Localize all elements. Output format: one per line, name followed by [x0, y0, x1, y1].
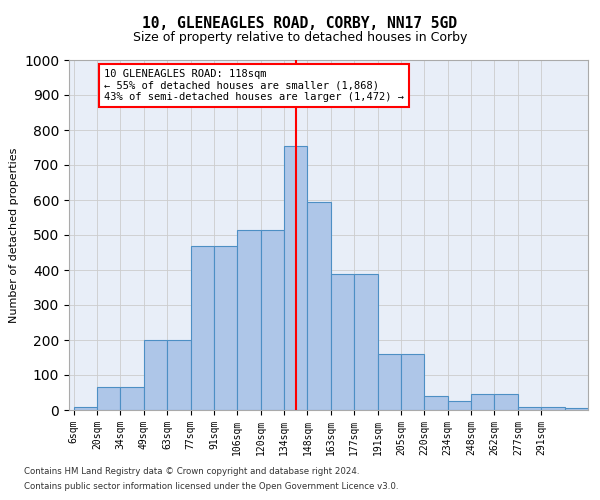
Bar: [307, 202, 331, 410]
Bar: [565, 408, 588, 410]
Bar: [121, 387, 144, 410]
Text: 10 GLENEAGLES ROAD: 118sqm
← 55% of detached houses are smaller (1,868)
43% of s: 10 GLENEAGLES ROAD: 118sqm ← 55% of deta…: [104, 68, 404, 102]
Bar: [97, 387, 121, 410]
Bar: [401, 354, 424, 410]
Bar: [191, 246, 214, 410]
Bar: [261, 230, 284, 410]
Text: Contains HM Land Registry data © Crown copyright and database right 2024.: Contains HM Land Registry data © Crown c…: [24, 467, 359, 476]
Bar: [448, 401, 471, 410]
Bar: [144, 340, 167, 410]
Text: 10, GLENEAGLES ROAD, CORBY, NN17 5GD: 10, GLENEAGLES ROAD, CORBY, NN17 5GD: [143, 16, 458, 31]
Text: Size of property relative to detached houses in Corby: Size of property relative to detached ho…: [133, 31, 467, 44]
Bar: [494, 394, 518, 410]
Bar: [284, 146, 307, 410]
Y-axis label: Number of detached properties: Number of detached properties: [8, 148, 19, 322]
Bar: [74, 406, 97, 410]
Bar: [167, 340, 191, 410]
Bar: [238, 230, 261, 410]
Text: Contains public sector information licensed under the Open Government Licence v3: Contains public sector information licen…: [24, 482, 398, 491]
Bar: [331, 274, 354, 410]
Bar: [518, 406, 541, 410]
Bar: [471, 394, 494, 410]
Bar: [214, 246, 238, 410]
Bar: [541, 406, 565, 410]
Bar: [354, 274, 377, 410]
Bar: [424, 396, 448, 410]
Bar: [377, 354, 401, 410]
